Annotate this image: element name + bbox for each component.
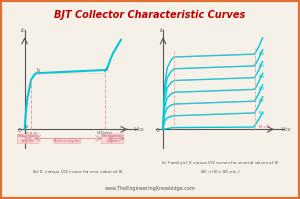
Text: $I_C$: $I_C$ [159, 26, 166, 35]
Text: (b) $I_C$ versus $V_{CE}$ curve for one value of $I_B$: (b) $I_C$ versus $V_{CE}$ curve for one … [32, 168, 124, 176]
Text: Breakdown
region: Breakdown region [102, 134, 123, 143]
Text: BJT Collector Characteristic Curves: BJT Collector Characteristic Curves [54, 10, 246, 20]
Text: O: O [18, 128, 22, 133]
Text: a: a [25, 124, 28, 129]
Text: $I_{B5}$: $I_{B5}$ [258, 61, 265, 70]
Text: $V_{CE(max)}$: $V_{CE(max)}$ [96, 130, 113, 137]
Text: $V_{CE}$: $V_{CE}$ [280, 125, 292, 134]
Text: $I_{B4}$: $I_{B4}$ [258, 73, 265, 81]
Text: (c) Family of $I_C$ versus $V_{CE}$ curves for several values of $I_B$
($I_{B1} : (c) Family of $I_C$ versus $V_{CE}$ curv… [161, 159, 280, 176]
Text: O: O [156, 128, 160, 133]
Text: www.TheEngineeringKnowledge.com: www.TheEngineeringKnowledge.com [105, 186, 195, 191]
Text: c: c [105, 66, 108, 72]
Text: $I_B=0$: $I_B=0$ [258, 123, 270, 131]
Text: $I_{B3}$: $I_{B3}$ [258, 84, 265, 93]
Text: Saturation
region: Saturation region [18, 134, 38, 143]
Text: $I_C$: $I_C$ [20, 26, 27, 35]
Text: b: b [36, 68, 40, 73]
Text: $V_{CE}$: $V_{CE}$ [133, 125, 145, 134]
Text: $I_{B1}$: $I_{B1}$ [258, 108, 265, 117]
Text: Active region: Active region [54, 139, 80, 143]
Text: 0.7 V: 0.7 V [26, 132, 37, 136]
Text: $I_{B6}$: $I_{B6}$ [258, 49, 265, 58]
Text: $I_{B2}$: $I_{B2}$ [258, 96, 265, 105]
